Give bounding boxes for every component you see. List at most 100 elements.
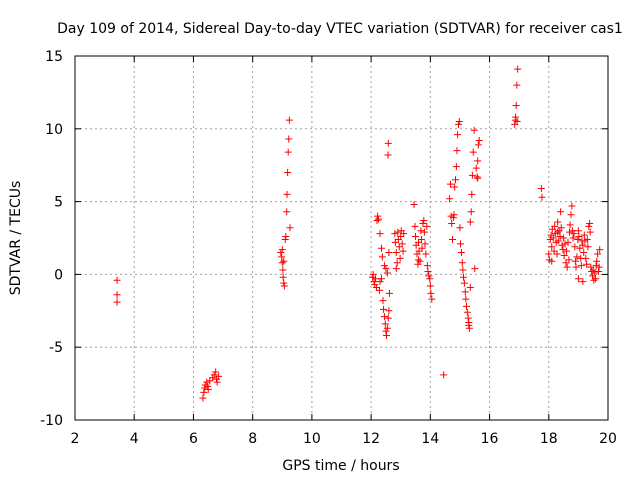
data-point — [579, 241, 587, 249]
data-point — [285, 135, 293, 143]
data-point — [577, 262, 585, 270]
data-point — [571, 257, 579, 265]
data-point — [574, 227, 582, 235]
data-point — [475, 136, 483, 144]
data-point — [594, 250, 602, 258]
data-point — [210, 371, 218, 379]
data-point — [461, 288, 469, 296]
data-point — [384, 314, 392, 322]
data-point — [382, 327, 390, 335]
data-point — [538, 193, 546, 201]
data-point — [113, 276, 121, 284]
data-point — [414, 238, 422, 246]
data-point — [460, 279, 468, 287]
data-point — [568, 202, 576, 210]
data-point — [376, 278, 384, 286]
data-point — [209, 374, 217, 382]
data-point — [580, 231, 588, 239]
data-point — [385, 289, 393, 297]
data-point — [472, 164, 480, 172]
data-point — [570, 230, 578, 238]
data-point — [546, 235, 554, 243]
data-point — [369, 270, 377, 278]
data-point — [384, 151, 392, 159]
data-point — [375, 215, 383, 223]
data-point — [458, 259, 466, 267]
data-point — [554, 237, 562, 245]
data-point — [113, 291, 121, 299]
data-point — [279, 266, 287, 274]
data-point — [382, 265, 390, 273]
data-point — [583, 235, 591, 243]
data-point — [440, 371, 448, 379]
data-point — [379, 297, 387, 305]
data-point — [415, 247, 423, 255]
data-point — [473, 173, 481, 181]
data-points — [113, 65, 604, 402]
data-point — [592, 275, 600, 283]
data-point — [470, 126, 478, 134]
data-point — [558, 241, 566, 249]
data-point — [563, 247, 571, 255]
data-point — [548, 243, 556, 251]
data-point — [427, 289, 435, 297]
x-tick-label: 16 — [481, 431, 499, 447]
data-point — [586, 219, 594, 227]
data-point — [465, 321, 473, 329]
data-point — [459, 266, 467, 274]
data-point — [392, 265, 400, 273]
data-point — [456, 224, 464, 232]
data-point — [278, 259, 286, 267]
data-point — [385, 249, 393, 257]
data-point — [385, 307, 393, 315]
data-point — [213, 378, 221, 386]
data-point — [457, 240, 465, 248]
data-point — [471, 265, 479, 273]
x-tick-label: 8 — [248, 431, 257, 447]
data-point — [453, 147, 461, 155]
data-point — [579, 278, 587, 286]
data-point — [201, 384, 209, 392]
data-point — [203, 378, 211, 386]
data-point — [199, 394, 207, 402]
data-point — [420, 228, 428, 236]
data-point — [554, 228, 562, 236]
data-point — [426, 282, 434, 290]
data-point — [565, 256, 573, 264]
data-point — [377, 244, 385, 252]
data-point — [200, 388, 208, 396]
y-tick-label: 0 — [54, 267, 63, 283]
data-point — [561, 240, 569, 248]
data-point — [423, 222, 431, 230]
data-point — [465, 324, 473, 332]
x-tick-label: 4 — [130, 431, 139, 447]
data-point — [566, 221, 574, 229]
data-point — [568, 227, 576, 235]
data-point — [398, 240, 406, 248]
data-point — [462, 302, 470, 310]
data-point — [513, 81, 521, 89]
data-point — [584, 243, 592, 251]
data-point — [583, 260, 591, 268]
data-point — [593, 257, 601, 265]
data-point — [596, 246, 604, 254]
y-tick-label: -10 — [40, 413, 63, 429]
data-point — [454, 131, 462, 139]
data-point — [466, 284, 474, 292]
data-point — [572, 263, 580, 271]
data-point — [585, 222, 593, 230]
plot-frame — [74, 55, 609, 421]
data-point — [457, 249, 465, 257]
data-point — [383, 269, 391, 277]
data-point — [383, 324, 391, 332]
data-point — [545, 250, 553, 258]
y-tick-label: 15 — [45, 49, 63, 65]
data-point — [574, 275, 582, 283]
data-point — [418, 244, 426, 252]
data-point — [449, 235, 457, 243]
data-point — [474, 141, 482, 149]
data-point — [426, 275, 434, 283]
data-point — [283, 190, 291, 198]
data-point — [569, 234, 577, 242]
